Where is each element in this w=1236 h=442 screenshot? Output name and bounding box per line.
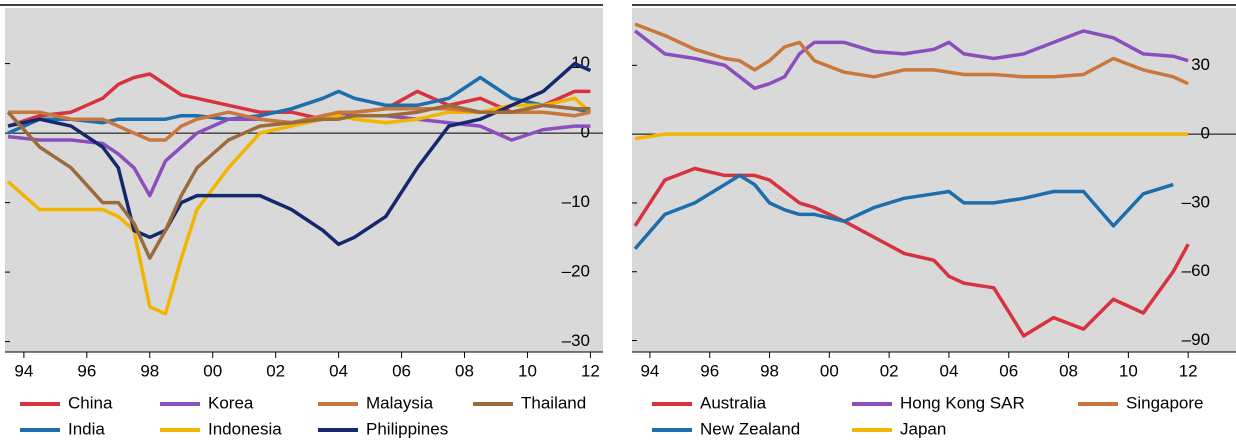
y-tick-label: –30 bbox=[1182, 192, 1210, 211]
x-tick-label: 00 bbox=[820, 361, 839, 380]
series-line bbox=[7, 61, 592, 247]
x-tick-label: 04 bbox=[329, 361, 348, 380]
legend-label: Philippines bbox=[366, 419, 448, 438]
legend-label: Korea bbox=[208, 393, 254, 412]
legend-label: Thailand bbox=[521, 393, 586, 412]
x-tick-label: 12 bbox=[581, 361, 600, 380]
x-tick-label: 02 bbox=[880, 361, 899, 380]
x-tick-label: 10 bbox=[518, 361, 537, 380]
legend-label: New Zealand bbox=[700, 419, 800, 438]
x-tick-label: 02 bbox=[266, 361, 285, 380]
legend-label: Singapore bbox=[1126, 393, 1204, 412]
legend-label: Japan bbox=[900, 419, 946, 438]
x-tick-label: 98 bbox=[760, 361, 779, 380]
y-tick-label: 0 bbox=[581, 123, 590, 142]
x-tick-label: 96 bbox=[700, 361, 719, 380]
x-tick-label: 08 bbox=[455, 361, 474, 380]
plot-lines bbox=[633, 22, 1190, 338]
x-tick-label: 10 bbox=[1119, 361, 1138, 380]
legend-label: China bbox=[68, 393, 113, 412]
x-tick-label: 12 bbox=[1179, 361, 1198, 380]
legend-label: Hong Kong SAR bbox=[900, 393, 1025, 412]
legend-label: Malaysia bbox=[366, 393, 434, 412]
legend-label: India bbox=[68, 419, 105, 438]
x-tick-label: 94 bbox=[14, 361, 33, 380]
y-tick-label: –20 bbox=[562, 262, 590, 281]
series-line bbox=[634, 22, 1189, 86]
legend-label: Australia bbox=[700, 393, 767, 412]
plot-background bbox=[5, 8, 603, 352]
y-tick-label: –90 bbox=[1182, 330, 1210, 349]
y-tick-label: –10 bbox=[562, 192, 590, 211]
y-tick-label: –30 bbox=[562, 331, 590, 350]
plot-lines bbox=[6, 61, 592, 316]
y-tick-label: 0 bbox=[1201, 124, 1210, 143]
x-tick-label: 06 bbox=[392, 361, 411, 380]
series-line bbox=[633, 29, 1189, 91]
x-tick-label: 96 bbox=[77, 361, 96, 380]
series-line bbox=[633, 173, 1174, 250]
legend-label: Indonesia bbox=[208, 419, 282, 438]
series-line bbox=[634, 132, 1189, 141]
series-line bbox=[7, 75, 591, 135]
y-tick-label: 30 bbox=[1191, 55, 1210, 74]
x-tick-label: 94 bbox=[640, 361, 659, 380]
x-tick-label: 98 bbox=[140, 361, 159, 380]
y-tick-label: –60 bbox=[1182, 261, 1210, 280]
x-tick-label: 08 bbox=[1059, 361, 1078, 380]
x-tick-label: 04 bbox=[939, 361, 958, 380]
series-line bbox=[6, 103, 591, 260]
x-tick-label: 00 bbox=[203, 361, 222, 380]
x-tick-label: 06 bbox=[999, 361, 1018, 380]
